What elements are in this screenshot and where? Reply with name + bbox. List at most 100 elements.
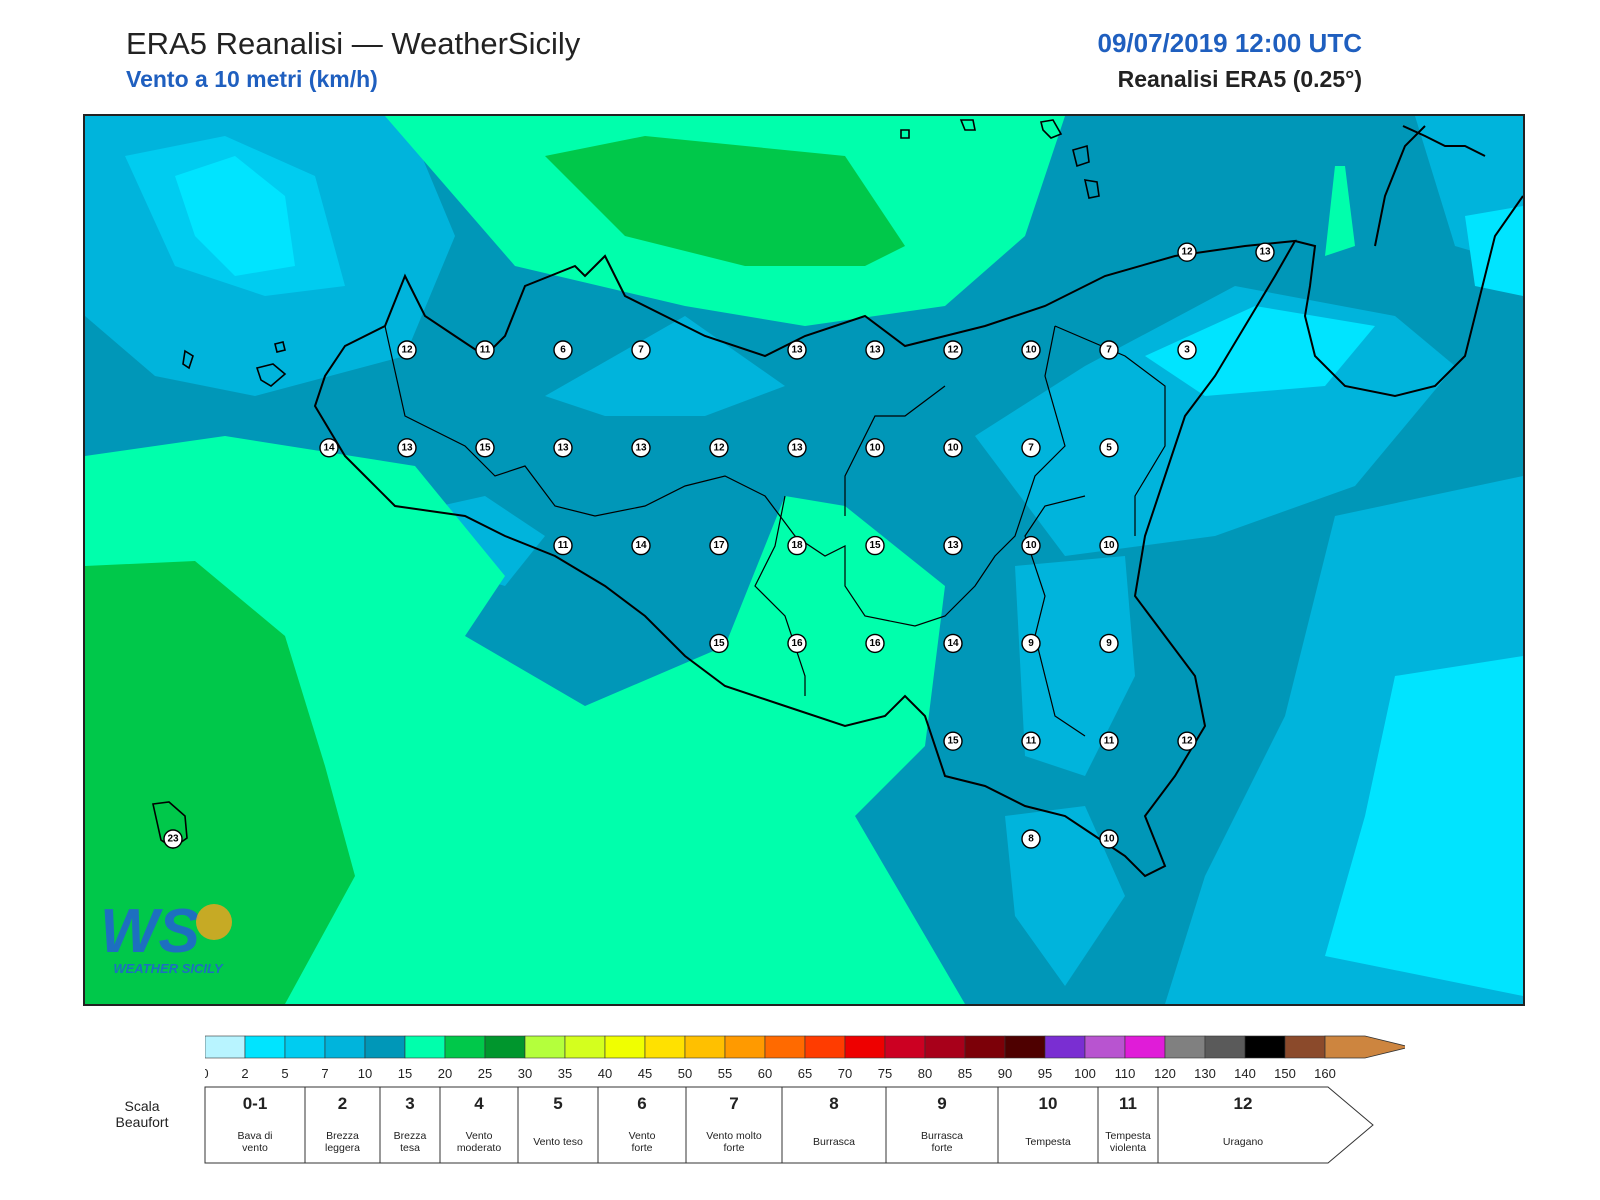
station-marker: 11 <box>553 535 573 556</box>
station-value: 8 <box>1028 834 1034 845</box>
station-marker: 12 <box>943 340 963 360</box>
colorbar-swatch <box>364 1035 406 1059</box>
station-marker: 14 <box>631 535 651 556</box>
colorbar-tick: 60 <box>758 1066 772 1081</box>
station-value: 7 <box>1028 442 1034 453</box>
colorbar-tick: 130 <box>1194 1066 1216 1081</box>
beaufort-label-1: Scala <box>124 1098 159 1114</box>
station-value: 14 <box>635 540 647 551</box>
beaufort-cell <box>439 1086 519 1164</box>
colorbar-tick: 10 <box>358 1066 372 1081</box>
station-marker: 13 <box>397 438 417 458</box>
beaufort-number: 8 <box>829 1094 838 1113</box>
beaufort-number: 9 <box>937 1094 946 1113</box>
station-value: 5 <box>1106 442 1112 453</box>
beaufort-number: 12 <box>1234 1094 1253 1113</box>
beaufort-desc-2: forte <box>723 1142 744 1154</box>
beaufort-cell <box>997 1086 1099 1164</box>
colorbar-swatch <box>644 1035 686 1059</box>
station-marker: 13 <box>631 438 651 458</box>
station-value: 11 <box>1104 736 1115 747</box>
station-marker: 12 <box>709 438 729 458</box>
station-value: 12 <box>947 345 959 356</box>
station-value: 13 <box>869 345 881 356</box>
station-marker: 7 <box>1099 340 1119 360</box>
beaufort-desc-1: Burrasca <box>813 1136 855 1148</box>
colorbar-swatch <box>844 1035 886 1059</box>
station-marker: 12 <box>397 340 417 360</box>
sicily-coastline <box>313 239 1297 878</box>
station-marker: 13 <box>865 340 885 360</box>
station-value: 14 <box>323 442 335 453</box>
station-value: 13 <box>791 442 803 453</box>
beaufort-desc-1: Bava di <box>237 1130 272 1142</box>
station-marker: 13 <box>787 340 807 360</box>
colorbar-tick: 7 <box>321 1066 328 1081</box>
station-value: 13 <box>557 442 569 453</box>
beaufort-desc-2: vento <box>242 1142 268 1154</box>
beaufort-number: 6 <box>637 1094 646 1113</box>
zone-n-green <box>545 136 905 266</box>
beaufort-desc-2: forte <box>931 1142 952 1154</box>
station-value: 11 <box>558 540 569 551</box>
station-marker: 3 <box>1177 340 1197 360</box>
station-marker: 15 <box>709 633 729 654</box>
colorbar-swatches <box>205 1035 1405 1059</box>
colorbar-swatch <box>604 1035 646 1059</box>
beaufort-number: 2 <box>338 1094 347 1113</box>
colorbar-swatch <box>764 1035 806 1059</box>
beaufort-desc-1: Tempesta <box>1105 1130 1151 1142</box>
station-value: 13 <box>401 442 413 453</box>
colorbar-tick: 80 <box>918 1066 932 1081</box>
wind-map: 12 11 6 7 13 13 12 10 7 3 12 13 14 13 15 13 13 12 13 10 10 7 5… <box>83 114 1525 1006</box>
island-marettimo <box>182 349 194 370</box>
colorbar-swatch <box>205 1035 246 1059</box>
colorbar-tick: 30 <box>518 1066 532 1081</box>
beaufort-number: 4 <box>474 1094 484 1113</box>
colorbar-tick: 100 <box>1074 1066 1096 1081</box>
colorbar-tick: 20 <box>438 1066 452 1081</box>
beaufort-cell <box>781 1086 887 1164</box>
colorbar-tick: 75 <box>878 1066 892 1081</box>
colorbar-tick: 110 <box>1115 1066 1136 1081</box>
station-value: 18 <box>791 540 803 551</box>
colorbar-tick: 160 <box>1314 1066 1336 1081</box>
beaufort-cell <box>379 1086 441 1164</box>
station-marker: 13 <box>787 438 807 458</box>
colorbar-tick: 95 <box>1038 1066 1052 1081</box>
beaufort-desc-2: violenta <box>1110 1142 1146 1154</box>
station-value: 23 <box>167 834 179 845</box>
station-value: 15 <box>947 736 959 747</box>
colorbar-tick: 15 <box>398 1066 412 1081</box>
wind-speed-colorbar: 0257101520253035404550556065707580859095… <box>205 1035 1405 1081</box>
station-value: 3 <box>1184 345 1190 356</box>
station-value: 12 <box>1181 247 1193 258</box>
station-marker: 23 <box>163 829 183 849</box>
map-title: ERA5 Reanalisi — WeatherSicily <box>126 26 581 61</box>
station-value: 10 <box>1025 345 1037 356</box>
colorbar-tick: 50 <box>678 1066 692 1081</box>
svg-text:WEATHER SICILY: WEATHER SICILY <box>113 961 224 976</box>
station-value: 12 <box>1181 736 1193 747</box>
colorbar-tick: 150 <box>1274 1066 1296 1081</box>
island-levanzo <box>274 341 286 353</box>
colorbar-tick: 25 <box>478 1066 492 1081</box>
station-value: 13 <box>791 345 803 356</box>
colorbar-tick-labels: 0257101520253035404550556065707580859095… <box>205 1066 1336 1081</box>
colorbar-tick: 120 <box>1154 1066 1176 1081</box>
station-marker: 10 <box>1021 535 1041 556</box>
station-marker: 10 <box>865 438 885 458</box>
colorbar-swatch <box>724 1035 766 1059</box>
station-marker: 12 <box>1177 731 1197 751</box>
station-value: 10 <box>1103 540 1115 551</box>
station-marker: 17 <box>709 535 729 556</box>
station-value: 16 <box>791 638 803 649</box>
colorbar-swatch <box>924 1035 966 1059</box>
beaufort-desc-1: Brezza <box>394 1130 427 1142</box>
colorbar-swatch <box>1124 1035 1166 1059</box>
colorbar-tick: 5 <box>281 1066 288 1081</box>
colorbar-swatch <box>964 1035 1006 1059</box>
zone-ionian-cyan <box>1465 206 1523 296</box>
colorbar-swatch <box>1204 1035 1246 1059</box>
